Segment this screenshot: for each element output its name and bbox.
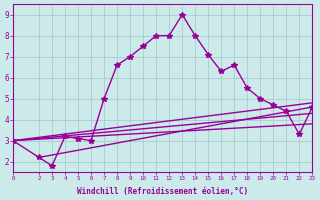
X-axis label: Windchill (Refroidissement éolien,°C): Windchill (Refroidissement éolien,°C): [77, 187, 248, 196]
